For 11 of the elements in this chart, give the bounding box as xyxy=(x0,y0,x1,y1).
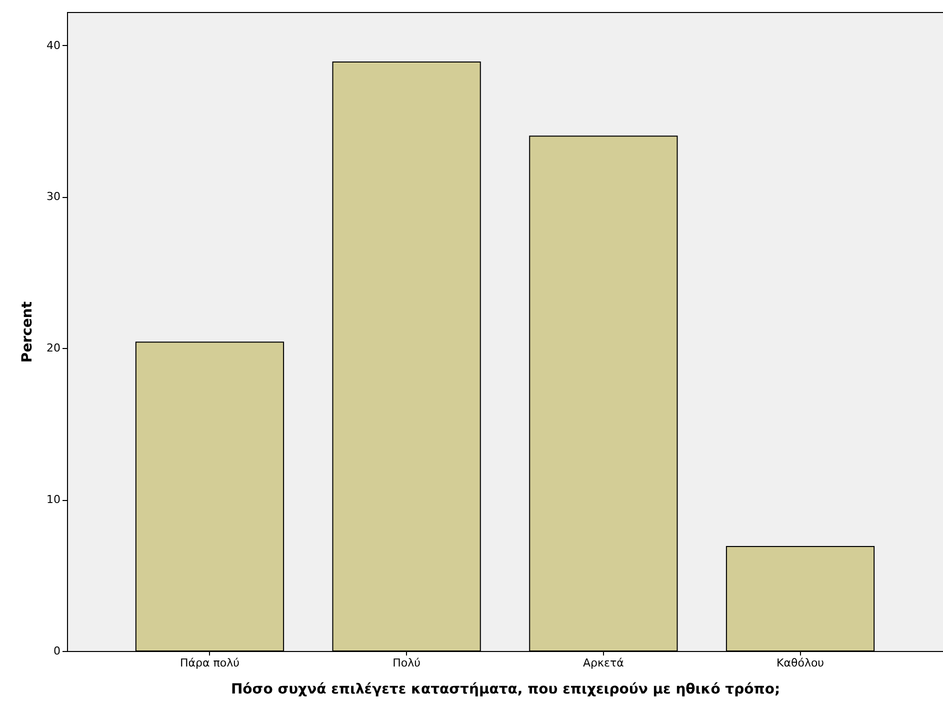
x-tick-label: Αρκετά xyxy=(583,656,624,670)
y-tick-label: 10 xyxy=(46,493,60,506)
x-tick-label: Πολύ xyxy=(392,656,421,670)
x-axis-title: Πόσο συχνά επιλέγετε καταστήματα, που επιχειρούν με ηθικό τρόπο; xyxy=(230,682,780,698)
y-tick-label: 20 xyxy=(46,342,60,355)
x-tick-label: Πάρα πολύ xyxy=(180,656,240,670)
y-tick-label: 0 xyxy=(54,644,60,658)
y-axis-title: Percent xyxy=(20,301,36,363)
y-tick-label: 40 xyxy=(46,38,60,52)
x-tick-label: Καθόλου xyxy=(776,656,824,670)
y-tick-label: 30 xyxy=(46,190,60,204)
